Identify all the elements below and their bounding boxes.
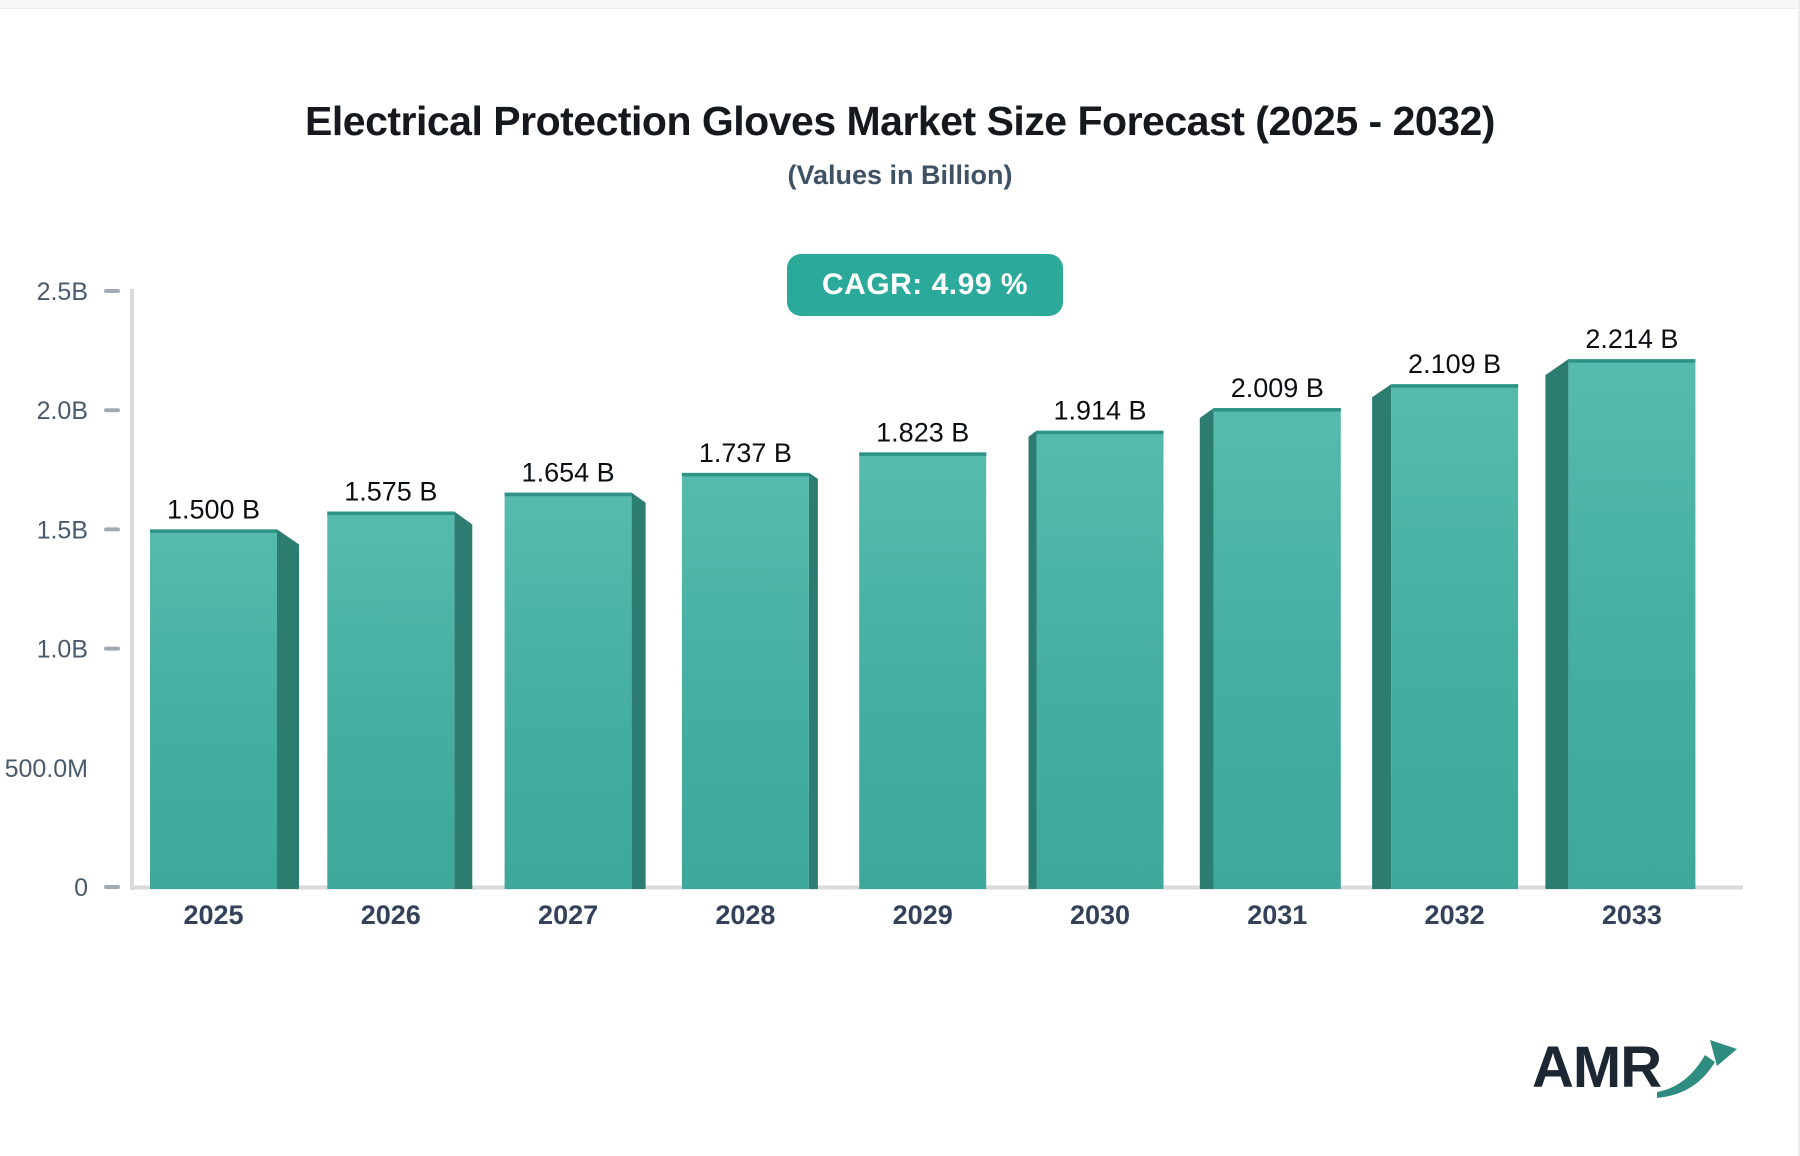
bar-value-label-2032: 2.109 B (1408, 349, 1501, 379)
bar-2026-top-edge (327, 511, 455, 516)
bar-2025-face (150, 529, 277, 889)
bar-2031-top-edge (1213, 408, 1341, 412)
bar-2033-top-edge (1568, 359, 1696, 363)
bar-2029-top-edge (859, 452, 987, 456)
bar-2025-top-edge (150, 529, 277, 533)
x-axis-label-2029: 2029 (893, 900, 953, 930)
bar-2026-face (327, 511, 455, 889)
bar-2027-face (504, 492, 632, 889)
bar-value-label-2031: 2.009 B (1231, 373, 1324, 403)
bar-2025-side-face (277, 529, 299, 889)
bar-2032-side-face (1372, 384, 1392, 889)
y-tick-dash (104, 527, 120, 532)
right-edge-strip (1798, 0, 1800, 1156)
bar-2031-side-face (1199, 408, 1214, 889)
bar-value-label-2030: 1.914 B (1053, 396, 1146, 426)
top-edge-strip (0, 0, 1800, 9)
x-axis-label-2031: 2031 (1247, 900, 1307, 930)
bar-2030-face (1036, 430, 1164, 889)
x-axis-label-2027: 2027 (538, 900, 598, 930)
y-tick-label-500.0M: 500.0M (5, 755, 88, 783)
bar-2033-face (1568, 359, 1696, 890)
y-tick-label-1.0B: 1.0B (37, 636, 88, 664)
x-axis-label-2033: 2033 (1602, 900, 1662, 930)
y-axis-line (130, 289, 134, 890)
x-axis-label-2028: 2028 (715, 900, 775, 930)
cagr-badge: CAGR: 4.99 % (787, 254, 1063, 316)
y-tick-label-2.0B: 2.0B (37, 397, 88, 425)
bar-2028-side-face (808, 472, 818, 889)
bar-2033-side-face (1545, 359, 1569, 890)
bar-value-label-2026: 1.575 B (344, 477, 437, 507)
bar-2032-face (1391, 384, 1519, 889)
bar-2029-face (859, 452, 987, 889)
bar-2031-face (1213, 408, 1341, 889)
bar-2032-top-edge (1391, 384, 1519, 388)
bar-2030-side-face (1028, 430, 1037, 889)
bar-2026-side-face (454, 511, 473, 889)
logo-text: AMR (1532, 1035, 1662, 1100)
bar-2027-top-edge (504, 492, 632, 497)
bar-2030-top-edge (1036, 430, 1164, 435)
chart-subtitle: (Values in Billion) (787, 160, 1013, 190)
y-tick-label-1.5B: 1.5B (37, 516, 88, 544)
y-tick-dash (104, 646, 120, 651)
bar-value-label-2033: 2.214 B (1585, 324, 1678, 354)
growth-arrow-icon (1657, 1040, 1738, 1098)
y-tick-label-0: 0 (74, 874, 88, 902)
bar-2027-side-face (631, 492, 646, 889)
y-tick-dash (104, 885, 120, 889)
y-tick-label-2.5B: 2.5B (37, 278, 88, 306)
y-tick-dash (104, 408, 120, 413)
y-tick-dash (104, 289, 120, 293)
chart-title: Electrical Protection Gloves Market Size… (305, 98, 1495, 144)
bar-2028-top-edge (681, 472, 809, 477)
bar-2028-face (681, 472, 809, 889)
x-axis-label-2025: 2025 (183, 900, 243, 930)
x-axis-label-2032: 2032 (1425, 900, 1485, 930)
bar-value-label-2025: 1.500 B (167, 494, 260, 524)
bar-value-label-2029: 1.823 B (876, 417, 969, 447)
x-axis-label-2026: 2026 (361, 900, 421, 930)
bar-value-label-2028: 1.737 B (699, 438, 792, 468)
bar-value-label-2027: 1.654 B (522, 458, 615, 488)
x-axis-label-2030: 2030 (1070, 900, 1130, 930)
amr-logo: AMR (1532, 1036, 1739, 1102)
